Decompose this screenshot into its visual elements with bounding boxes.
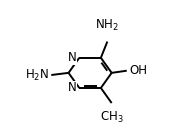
Text: OH: OH <box>129 64 147 77</box>
Text: N: N <box>67 51 76 64</box>
Text: CH$_3$: CH$_3$ <box>100 109 123 125</box>
Text: NH$_2$: NH$_2$ <box>95 18 119 33</box>
Text: N: N <box>67 81 76 94</box>
Text: H$_2$N: H$_2$N <box>25 67 49 83</box>
